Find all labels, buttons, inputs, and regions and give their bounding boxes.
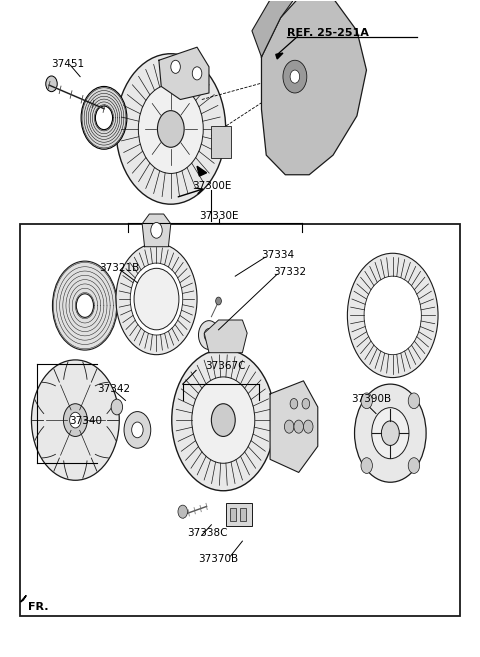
Polygon shape: [159, 47, 209, 99]
Circle shape: [408, 458, 420, 474]
Text: FR.: FR.: [28, 602, 48, 612]
Circle shape: [294, 420, 303, 433]
Circle shape: [70, 412, 81, 428]
Circle shape: [372, 407, 409, 459]
Circle shape: [290, 70, 300, 83]
Circle shape: [138, 85, 203, 173]
Text: 37338C: 37338C: [188, 528, 228, 537]
Circle shape: [211, 404, 235, 436]
Polygon shape: [252, 0, 300, 57]
Circle shape: [116, 244, 197, 355]
Polygon shape: [21, 595, 26, 602]
Text: 37342: 37342: [97, 384, 130, 394]
Circle shape: [303, 420, 313, 433]
Text: 37332: 37332: [274, 267, 307, 277]
Circle shape: [284, 420, 294, 433]
Circle shape: [151, 223, 162, 238]
Text: 37334: 37334: [262, 250, 295, 260]
Circle shape: [63, 404, 87, 436]
Polygon shape: [142, 214, 171, 247]
Circle shape: [361, 393, 372, 409]
Circle shape: [408, 393, 420, 409]
Text: 37340: 37340: [69, 417, 102, 426]
Circle shape: [111, 399, 122, 415]
Polygon shape: [270, 381, 318, 472]
Circle shape: [178, 505, 188, 518]
Circle shape: [355, 384, 426, 482]
Circle shape: [116, 54, 226, 204]
Circle shape: [216, 297, 221, 305]
Text: 37451: 37451: [51, 58, 84, 68]
Circle shape: [46, 76, 57, 92]
Circle shape: [32, 360, 119, 480]
Circle shape: [130, 263, 183, 335]
Text: 37367C: 37367C: [205, 361, 246, 371]
Circle shape: [171, 60, 180, 74]
Circle shape: [76, 294, 94, 317]
Circle shape: [364, 276, 421, 355]
Circle shape: [348, 253, 438, 378]
Circle shape: [290, 399, 298, 409]
Circle shape: [124, 411, 151, 448]
Circle shape: [199, 321, 219, 350]
Circle shape: [81, 87, 127, 149]
Circle shape: [96, 106, 113, 129]
Text: 37321B: 37321B: [99, 263, 140, 273]
Bar: [240, 509, 246, 522]
Circle shape: [134, 268, 179, 330]
Circle shape: [192, 67, 202, 80]
Bar: [230, 509, 236, 522]
Circle shape: [192, 377, 255, 463]
Circle shape: [361, 458, 372, 474]
Bar: [226, 503, 252, 526]
Circle shape: [302, 399, 310, 409]
Circle shape: [204, 328, 214, 342]
Circle shape: [382, 421, 399, 445]
Text: REF. 25-251A: REF. 25-251A: [287, 28, 369, 38]
Text: 37330E: 37330E: [199, 211, 238, 221]
Text: 37300E: 37300E: [192, 181, 231, 191]
Circle shape: [132, 422, 143, 438]
Polygon shape: [197, 166, 206, 176]
Polygon shape: [204, 320, 247, 353]
Circle shape: [157, 110, 184, 147]
Text: 37390B: 37390B: [351, 394, 391, 404]
Circle shape: [52, 261, 117, 350]
Bar: [21, 224, 459, 616]
Polygon shape: [262, 0, 366, 175]
Polygon shape: [276, 53, 283, 59]
Circle shape: [283, 60, 307, 93]
Circle shape: [172, 350, 275, 491]
Text: 37370B: 37370B: [198, 554, 239, 564]
Bar: [211, 125, 231, 158]
